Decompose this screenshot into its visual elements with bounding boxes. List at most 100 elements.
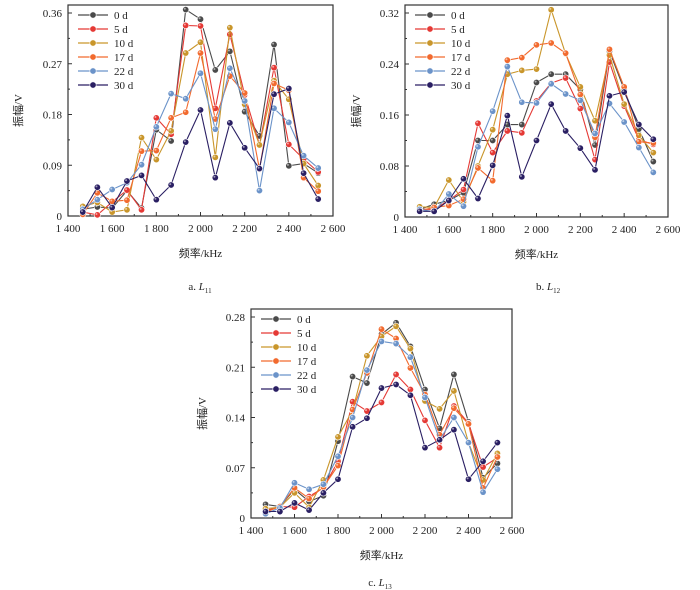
data-point [503,63,511,71]
data-point-highlight [198,40,201,43]
data-point [474,119,482,127]
data-point [547,39,555,47]
data-point [197,22,205,30]
data-point-highlight [423,387,426,390]
legend-marker [89,81,97,89]
data-point [363,352,371,360]
plot-frame [404,4,669,218]
data-point-highlight [452,415,455,418]
data-point-highlight [307,508,310,511]
data-point-highlight [466,422,469,425]
data-point-highlight [423,445,426,448]
data-point [450,426,458,434]
data-point-highlight [466,440,469,443]
legend-marker [272,315,280,323]
x-tick-label: 2 200 [568,224,593,236]
data-point-highlight [169,115,172,118]
data-point [392,380,400,388]
data-point-highlight [286,97,289,100]
data-point [562,49,570,57]
data-point-highlight [408,393,411,396]
data-point [349,413,357,421]
x-tick-label: 1 800 [326,525,351,537]
data-point [93,196,101,204]
y-tick-label: 0.27 [43,59,63,71]
data-point-highlight [519,100,522,103]
data-point [547,70,555,78]
data-point-highlight [651,170,654,173]
data-point [479,457,487,465]
x-tick-label: 2 000 [188,223,213,235]
legend-label: 5 d [297,328,311,340]
data-point-highlight [563,51,566,54]
data-point-highlight [495,440,498,443]
data-point-highlight [490,127,493,130]
data-point-highlight [336,454,339,457]
data-point [649,135,657,143]
data-point [450,370,458,378]
data-point [421,416,429,424]
data-point [211,153,219,161]
data-point-highlight [272,92,275,95]
data-point [182,95,190,103]
data-point [197,15,205,23]
data-point [93,211,101,219]
data-point-highlight [213,68,216,71]
x-tick-label: 1 600 [436,224,461,236]
x-tick-label: 2 600 [500,525,525,537]
data-point-highlight [292,485,295,488]
data-point [532,78,540,86]
data-point [285,140,293,148]
data-point-highlight [272,65,275,68]
data-point [305,506,313,514]
data-point [576,96,584,104]
data-point-highlight [437,426,440,429]
y-tick-label: 0.36 [43,8,63,20]
data-point-highlight [227,25,230,28]
data-point-highlight [213,127,216,130]
data-point [241,144,249,152]
data-point-highlight [292,501,295,504]
data-point-highlight [110,205,113,208]
data-point-highlight [461,204,464,207]
legend-label: 30 d [297,384,317,396]
data-point [460,202,468,210]
data-point [649,158,657,166]
data-point-highlight [301,171,304,174]
data-point [547,100,555,108]
data-point [319,480,327,488]
data-point-highlight [495,455,498,458]
data-point-highlight [139,135,142,138]
data-point [123,206,131,214]
x-tick-label: 2 200 [413,525,438,537]
data-point [152,114,160,122]
y-tick-label: 0 [240,513,246,525]
data-point-highlight [446,198,449,201]
data-point-highlight [257,166,260,169]
x-tick-label: 2 400 [456,525,481,537]
data-point-highlight [350,374,353,377]
data-point [285,85,293,93]
y-axis-label: 振幅/V [195,397,209,430]
data-point-highlight [452,389,455,392]
data-point-highlight [519,55,522,58]
legend-label: 30 d [114,80,134,92]
data-point [479,488,487,496]
data-point-highlight [379,400,382,403]
data-point-highlight [394,324,397,327]
data-point [79,208,87,216]
data-point [226,24,234,32]
data-point-highlight [307,487,310,490]
data-point [334,452,342,460]
data-point-highlight [417,209,420,212]
data-point-highlight [336,477,339,480]
data-point-highlight [278,509,281,512]
data-point-highlight [534,67,537,70]
data-point [532,99,540,107]
data-point [285,118,293,126]
legend-marker [272,343,280,351]
data-point [474,164,482,172]
data-point-highlight [198,108,201,111]
data-point-highlight [379,327,382,330]
